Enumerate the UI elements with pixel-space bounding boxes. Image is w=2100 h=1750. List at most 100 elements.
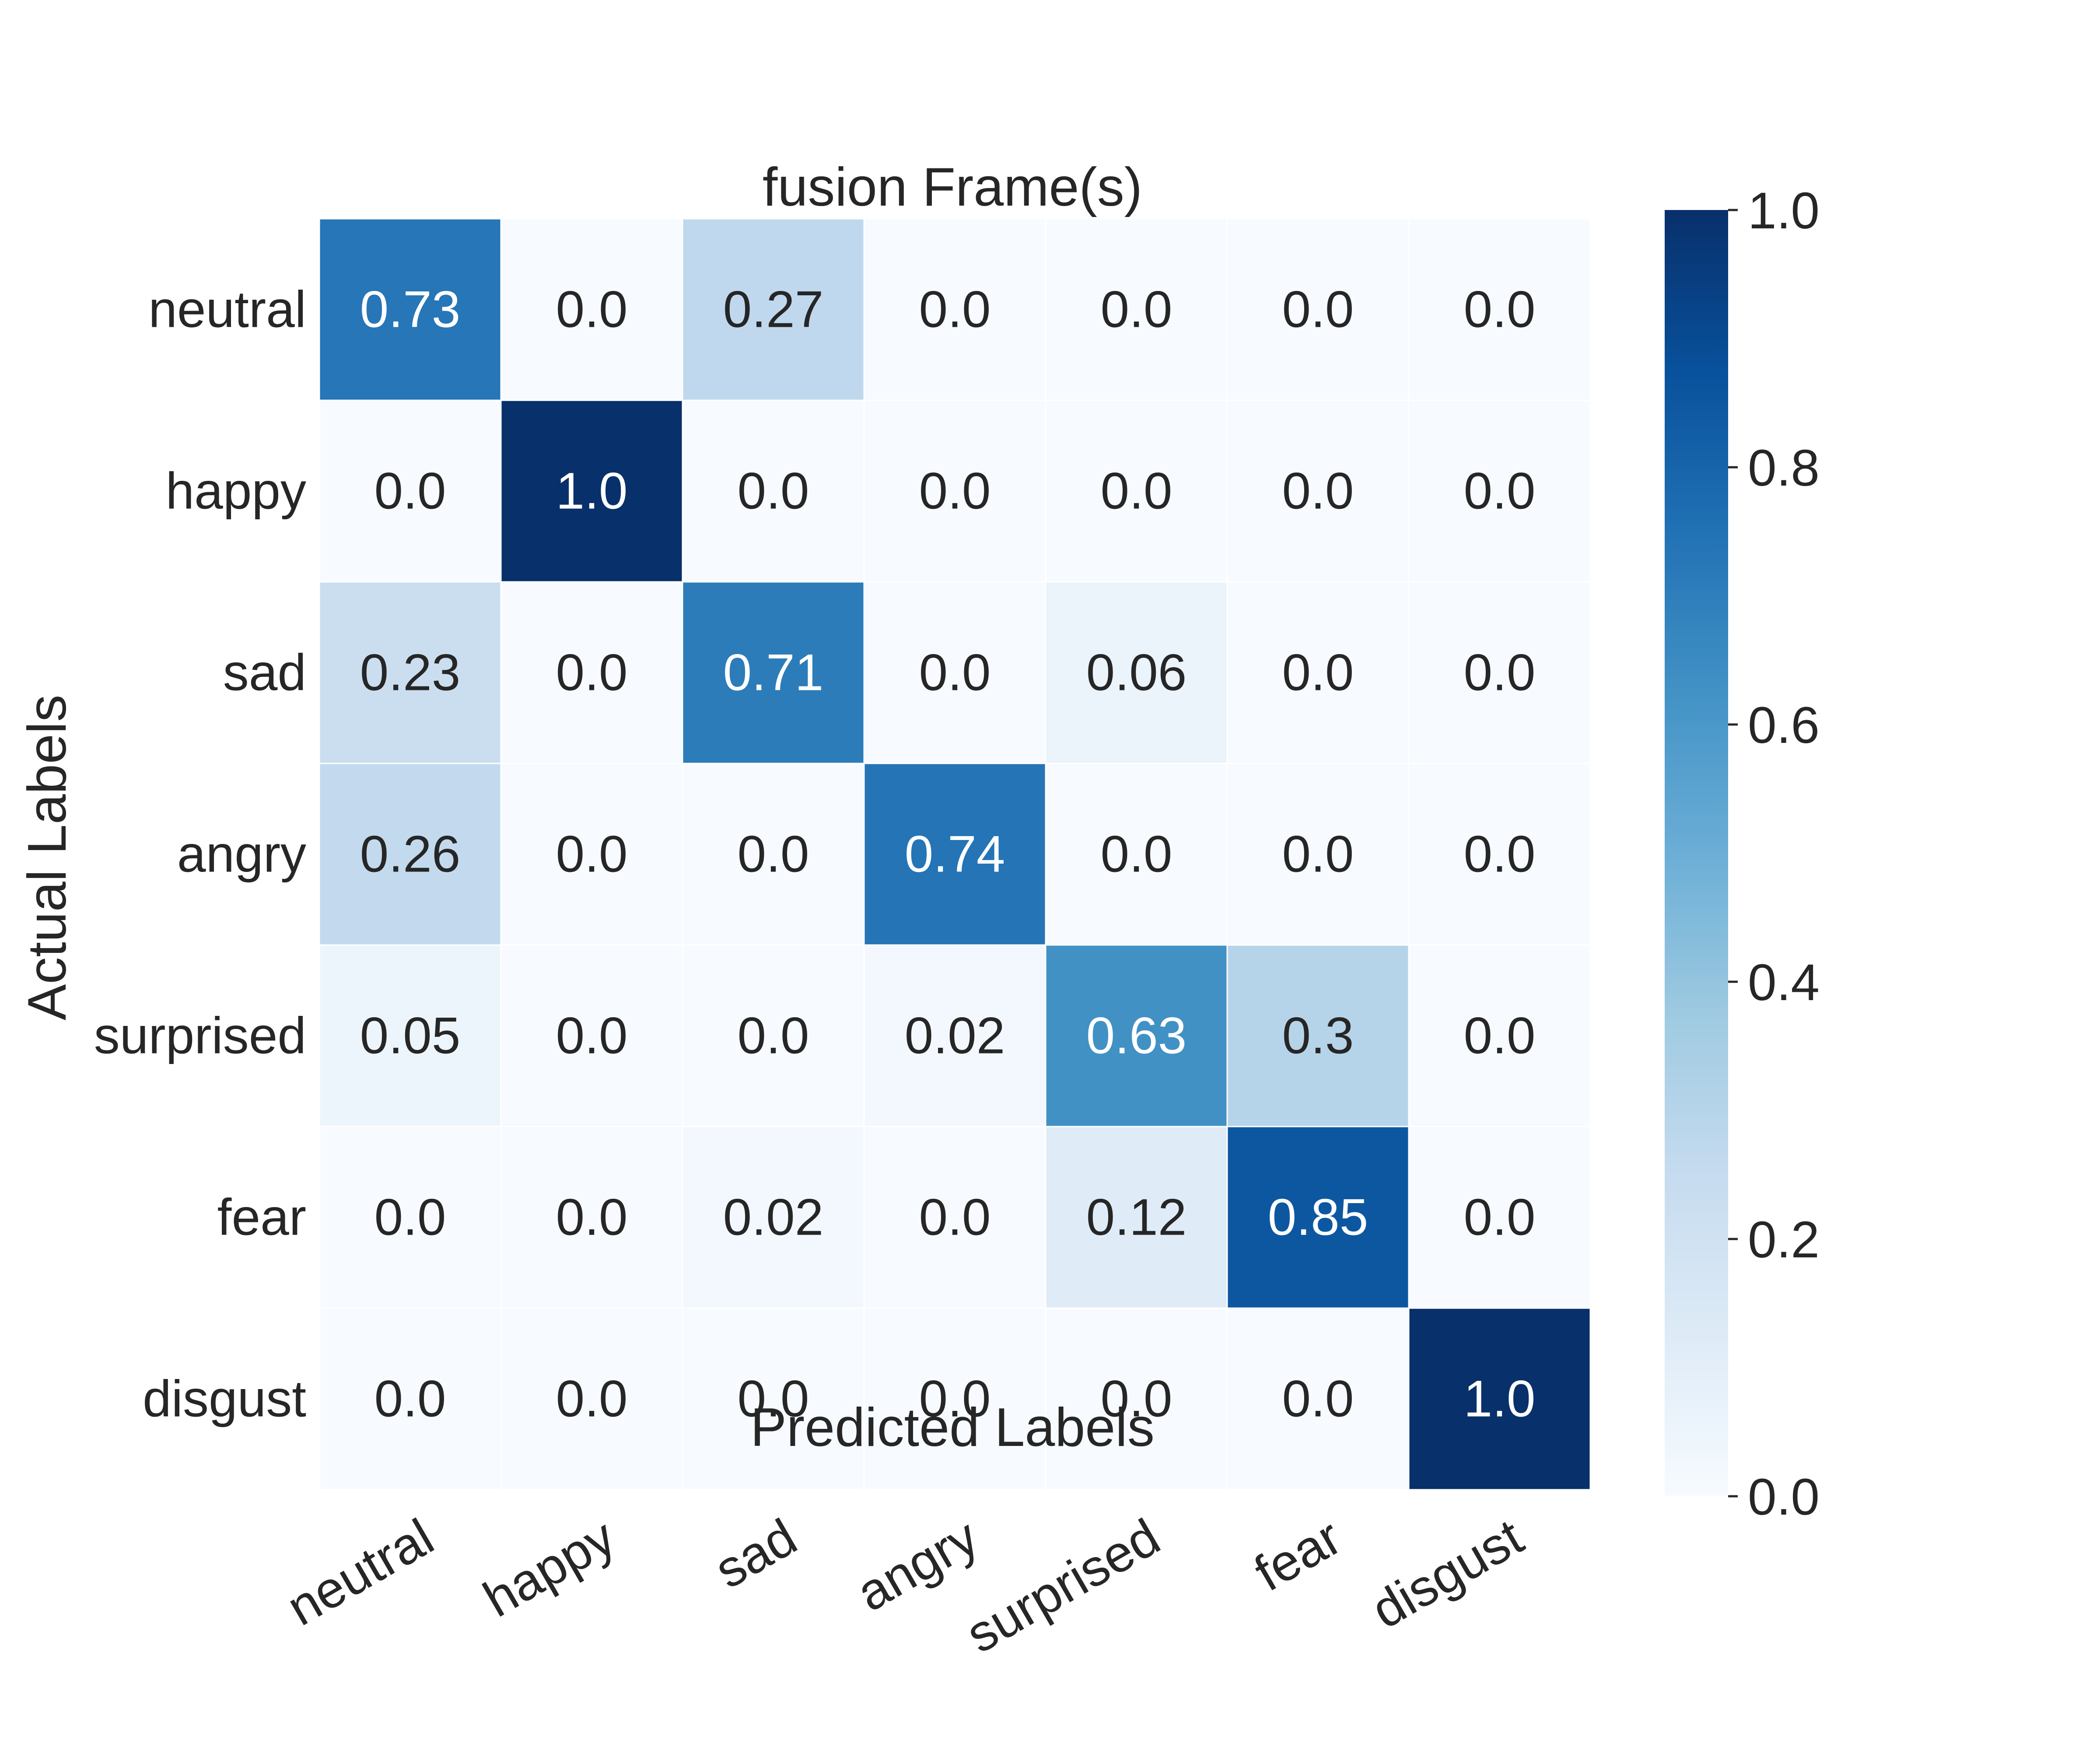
heatmap-cell <box>1408 399 1591 583</box>
heatmap-cell <box>318 581 502 764</box>
cell-value-label: 0.0 <box>556 1370 627 1428</box>
cell-value-label: 0.02 <box>723 1189 824 1246</box>
cell-value-label: 0.0 <box>919 281 990 339</box>
heatmap-cell <box>500 399 683 583</box>
heatmap-cell <box>863 763 1046 946</box>
cell-value-label: 0.0 <box>919 1370 990 1428</box>
cell-value-label: 0.0 <box>556 826 627 883</box>
cell-value-label: 0.0 <box>919 1189 990 1246</box>
heatmap-cell <box>863 218 1046 401</box>
heatmap-cell <box>318 399 502 583</box>
colorbar-ticks: 0.0 0.2 0.4 0.6 0.8 1.0 <box>1728 182 1820 1526</box>
cell-value-label: 0.02 <box>905 1007 1005 1065</box>
heatmap-cell <box>682 1126 865 1309</box>
y-tick-label: surprised <box>94 1007 306 1065</box>
cell-value-label: 1.0 <box>1463 1370 1535 1428</box>
cell-value-label: 1.0 <box>556 462 627 520</box>
y-tick-label: disgust <box>143 1370 306 1428</box>
heatmap-cell <box>1045 1307 1228 1491</box>
heatmap-cell <box>863 1307 1046 1491</box>
heatmap-cell <box>1226 1126 1410 1309</box>
cell-value-label: 0.0 <box>1463 644 1535 702</box>
cell-value-label: 0.12 <box>1086 1189 1187 1246</box>
cell-value-label: 0.0 <box>1463 281 1535 339</box>
cell-value-label: 0.0 <box>556 1007 627 1065</box>
cell-value-label: 0.71 <box>723 644 824 702</box>
colorbar <box>1665 210 1728 1496</box>
heatmap-cell <box>1226 399 1410 583</box>
heatmap-cell <box>500 944 683 1127</box>
cell-value-label: 0.0 <box>374 1370 446 1428</box>
heatmap-cell <box>1226 944 1410 1127</box>
heatmap-cell <box>1408 944 1591 1127</box>
heatmap-cell <box>1045 581 1228 764</box>
heatmap-cell-labels: 0.73 0.0 0.27 0.0 0.0 0.0 0.0 0.0 1.0 0.0 0.0 0.0 0.… <box>360 281 1536 1428</box>
cell-value-label: 0.0 <box>1282 281 1354 339</box>
heatmap-cell <box>682 218 865 401</box>
heatmap-cell <box>1045 763 1228 946</box>
cell-value-label: 0.0 <box>1100 826 1172 883</box>
heatmap-cell <box>1408 581 1591 764</box>
heatmap-cell <box>1045 944 1228 1127</box>
heatmap-cell <box>500 581 683 764</box>
heatmap-cell <box>1408 1307 1591 1491</box>
colorbar-tick-label: 0.0 <box>1748 1468 1820 1526</box>
heatmap-cell <box>318 944 502 1127</box>
heatmap-cell <box>500 763 683 946</box>
cell-value-label: 0.0 <box>1282 826 1354 883</box>
y-tick-label: fear <box>217 1189 306 1246</box>
cell-value-label: 0.0 <box>1100 281 1172 339</box>
colorbar-tick-label: 1.0 <box>1748 182 1820 240</box>
colorbar-tick-label: 0.2 <box>1748 1211 1820 1269</box>
cell-value-label: 0.0 <box>1463 1189 1535 1246</box>
heatmap-cell <box>318 1307 502 1491</box>
cell-value-label: 0.0 <box>374 1189 446 1246</box>
cell-value-label: 0.3 <box>1282 1007 1354 1065</box>
y-tick-label: neutral <box>148 281 306 339</box>
heatmap-cell <box>682 763 865 946</box>
heatmap-cell <box>682 581 865 764</box>
heatmap-cell <box>500 1126 683 1309</box>
cell-value-label: 0.05 <box>360 1007 461 1065</box>
cell-value-label: 0.0 <box>1100 462 1172 520</box>
cell-value-label: 0.06 <box>1086 644 1187 702</box>
heatmap-cell <box>318 763 502 946</box>
cell-value-label: 0.0 <box>1463 826 1535 883</box>
heatmap-cell <box>1408 763 1591 946</box>
heatmap-cell <box>682 944 865 1127</box>
cell-value-label: 0.0 <box>556 281 627 339</box>
heatmap-cell <box>1408 218 1591 401</box>
heatmap-cell <box>863 581 1046 764</box>
cell-value-label: 0.0 <box>556 1189 627 1246</box>
cell-value-label: 0.0 <box>1282 644 1354 702</box>
y-axis-tick-labels: neutral happy sad angry surprised fear disgust <box>94 281 306 1428</box>
colorbar-tick-label: 0.6 <box>1748 696 1820 754</box>
heatmap-cell <box>1045 399 1228 583</box>
y-axis-label: Actual Labels <box>17 695 77 1020</box>
y-tick-label: happy <box>165 462 306 520</box>
colorbar-tick-label: 0.8 <box>1748 439 1820 497</box>
colorbar-tick-label: 0.4 <box>1748 954 1820 1012</box>
cell-value-label: 0.26 <box>360 826 461 883</box>
heatmap-cell <box>1226 581 1410 764</box>
heatmap-cell <box>500 1307 683 1491</box>
cell-value-label: 0.0 <box>1282 1370 1354 1428</box>
cell-value-label: 0.73 <box>360 281 461 339</box>
cell-value-label: 0.85 <box>1268 1189 1368 1246</box>
heatmap-cell <box>500 218 683 401</box>
cell-value-label: 0.0 <box>1463 1007 1535 1065</box>
cell-value-label: 0.0 <box>1100 1370 1172 1428</box>
cell-value-label: 0.0 <box>374 462 446 520</box>
heatmap-cell <box>1226 1307 1410 1491</box>
cell-value-label: 0.63 <box>1086 1007 1187 1065</box>
cell-value-label: 0.23 <box>360 644 461 702</box>
cell-value-label: 0.0 <box>737 1370 809 1428</box>
cell-value-label: 0.0 <box>737 462 809 520</box>
cell-value-label: 0.27 <box>723 281 824 339</box>
chart-title: fusion Frame(s) <box>763 157 1142 217</box>
cell-value-label: 0.0 <box>737 826 809 883</box>
heatmap-cell <box>682 399 865 583</box>
heatmap-cell <box>1408 1126 1591 1309</box>
heatmap-cells <box>318 218 1591 1491</box>
